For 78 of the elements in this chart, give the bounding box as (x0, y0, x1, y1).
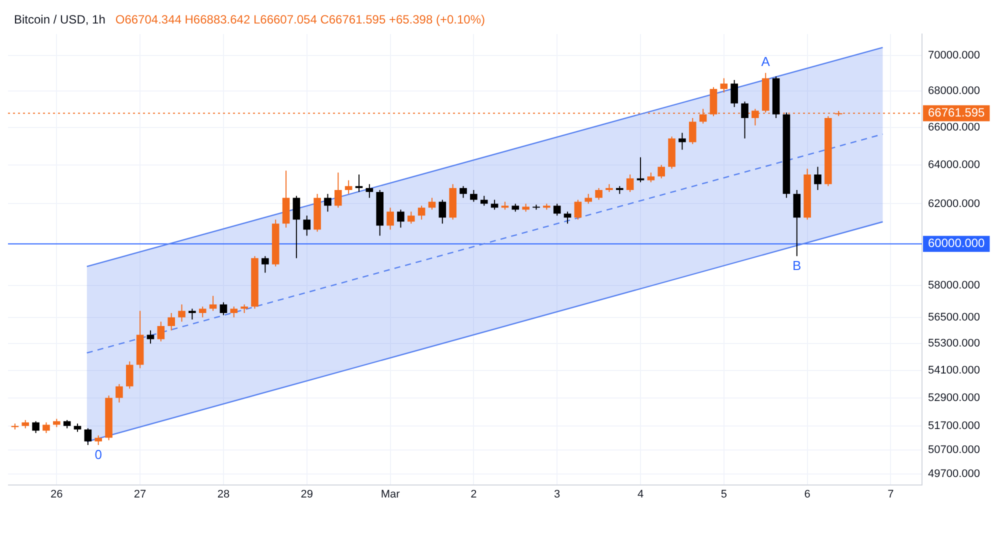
candlestick (741, 101, 748, 139)
candlestick (230, 306, 238, 318)
y-tick-label: 58000.000 (928, 279, 980, 292)
x-tick-label: 26 (50, 488, 63, 500)
chart-title: Bitcoin / USD, 1h (14, 12, 106, 26)
candlestick (636, 156, 644, 183)
candlestick (647, 172, 655, 183)
candlestick (157, 321, 165, 342)
candlestick (407, 211, 415, 224)
candlestick (344, 180, 352, 194)
candlestick (626, 174, 634, 192)
y-tick-label: 55300.000 (928, 338, 980, 350)
candlestick (564, 211, 572, 224)
candlestick (595, 188, 602, 200)
y-tick-label: 56500.000 (928, 311, 980, 324)
candlestick (178, 304, 186, 322)
candlestick (553, 203, 561, 216)
x-tick-label: 7 (888, 488, 894, 500)
candlestick (793, 190, 801, 257)
candlestick (584, 193, 592, 204)
candlestick (460, 186, 467, 198)
candlestick (366, 184, 374, 198)
candlestick (188, 308, 196, 320)
candlestick (355, 174, 363, 192)
candlestick (42, 422, 50, 434)
candlestick (292, 195, 300, 259)
x-tick-label: 29 (300, 488, 313, 500)
candlestick (198, 306, 206, 318)
x-tick-label: 6 (804, 488, 810, 500)
candlestick (116, 384, 123, 403)
candlestick (470, 190, 478, 202)
candlestick (574, 199, 582, 220)
x-tick-label: 3 (554, 488, 560, 500)
annotation: 0 (94, 447, 102, 462)
candlestick (168, 312, 175, 331)
y-tick-label: 62000.000 (928, 198, 980, 210)
x-tick-label: 5 (720, 488, 727, 500)
candlestick (480, 195, 488, 206)
candlestick (386, 207, 394, 230)
y-tick-label: 54100.000 (928, 364, 980, 376)
y-tick-label: 49700.000 (928, 468, 980, 480)
x-tick-label: Mar (380, 488, 400, 500)
candlestick (94, 434, 102, 446)
candlestick (324, 193, 332, 212)
candlestick (814, 166, 822, 190)
x-tick-label: 28 (217, 488, 230, 500)
y-tick-label: 64000.000 (928, 158, 980, 171)
ref-line-label: 66761.595 (928, 106, 986, 120)
y-tick-label: 68000.000 (928, 84, 980, 97)
y-tick-label: 51700.000 (928, 420, 980, 432)
candlestick (303, 215, 311, 236)
annotation: A (761, 54, 770, 69)
x-tick-label: 27 (134, 488, 146, 500)
candlestick (126, 360, 134, 390)
y-tick-label: 52900.000 (928, 392, 980, 404)
y-tick-label: 66000.000 (928, 121, 980, 134)
candlestick (220, 302, 228, 316)
y-tick-label: 70000.000 (928, 49, 980, 62)
candlestick (32, 420, 40, 434)
candlestick (334, 172, 342, 208)
x-tick-label: 4 (637, 488, 644, 500)
candlestick (397, 209, 404, 228)
candlestick (262, 256, 269, 274)
candlestick (490, 199, 498, 210)
y-tick-label: 50700.000 (928, 444, 980, 456)
ref-line-label: 60000.000 (928, 236, 986, 250)
candlestick (658, 164, 666, 179)
chart-subtitle: O66704.344 H66883.642 L66607.054 C66761.595 +65.398 (+0.10%) (115, 12, 486, 26)
candlestick (438, 199, 446, 224)
candlestick (678, 132, 686, 150)
candlestick (209, 295, 217, 312)
annotation: B (792, 258, 802, 274)
candlestick (418, 205, 426, 220)
candlestick (84, 428, 92, 446)
x-tick-label: 2 (470, 488, 477, 500)
candlestick (730, 80, 738, 108)
candlestick (688, 118, 696, 145)
candlestick (720, 78, 728, 94)
